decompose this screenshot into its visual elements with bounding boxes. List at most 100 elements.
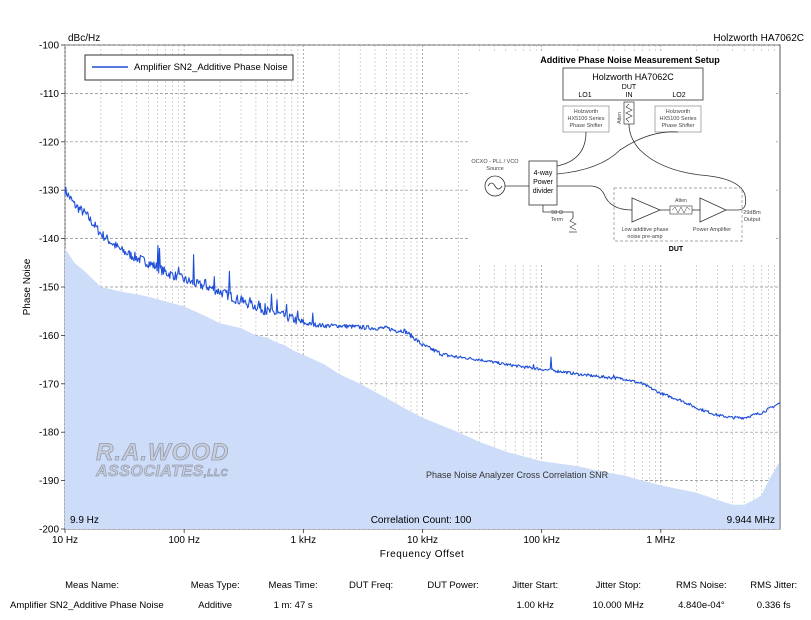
x-tick-label: 1 kHz <box>291 535 317 546</box>
phase-noise-line <box>64 186 781 420</box>
cell-jitter-stop: 10.000 MHz <box>592 599 644 611</box>
dut-port-label: DUT <box>622 84 637 91</box>
phase-noise-trace <box>64 186 781 420</box>
y-tick-label: -180 <box>39 428 59 439</box>
correlation-count: Correlation Count: 100 <box>371 515 472 526</box>
table-header-row: Meas Name: Meas Type: Meas Time: DUT Fre… <box>10 575 805 595</box>
cell-rms-jitter: 0.336 fs <box>756 599 791 611</box>
setup-title: Additive Phase Noise Measurement Setup <box>540 55 720 65</box>
snr-floor-fill <box>65 248 780 530</box>
term-resistor <box>569 217 577 231</box>
setup-diagram: Additive Phase Noise Measurement Setup H… <box>471 55 761 253</box>
dut-atten-label: Atten <box>675 198 687 204</box>
watermark-suffix: ,LLC <box>203 468 228 479</box>
header-meas-type: Meas Type: <box>190 579 240 591</box>
term-label-1: 50 Ω <box>551 210 563 216</box>
phase-shifter-1 <box>562 105 610 133</box>
shifter2-line2: HX5100 Series <box>660 116 697 122</box>
power-amp-label: Power Amplifier <box>693 227 731 233</box>
source-wave-icon <box>487 182 503 190</box>
y-tick-label: -190 <box>39 476 59 487</box>
preamp-triangle <box>631 197 662 223</box>
cell-meas-name: Amplifier SN2_Additive Phase Noise <box>10 599 164 611</box>
cell-meas-time: 1 m: 47 s <box>273 599 313 611</box>
x-tick-label: 1 MHz <box>646 535 675 546</box>
in-atten-label: Atten <box>617 112 623 124</box>
source-label-1: OCXO - PLL / VCO <box>471 159 519 165</box>
y-axis-label: Phase Noise <box>22 258 33 315</box>
lo1-label: LO1 <box>578 92 591 99</box>
legend: Amplifier SN2_Additive Phase Noise <box>84 54 294 81</box>
y-tick-label: -140 <box>39 234 59 245</box>
preamp-label-1: Low additive phase <box>621 227 668 233</box>
source-label-2: Source <box>486 166 503 172</box>
header-meas-time: Meas Time: <box>268 579 318 591</box>
header-rms-jitter: RMS Jitter: <box>750 579 798 591</box>
in-attenuator-symbol <box>625 103 633 123</box>
legend-entry: Amplifier SN2_Additive Phase Noise <box>134 62 288 73</box>
cell-meas-type: Additive <box>198 599 233 611</box>
header-rms-noise: RMS Noise: <box>676 579 727 591</box>
header-jitter-stop: Jitter Stop: <box>595 579 641 591</box>
preamp-label-2: noise pre-amp <box>627 234 662 240</box>
stop-freq-label: 9.944 MHz <box>727 515 775 526</box>
x-axis-label: Frequency Offset <box>380 549 465 560</box>
header-dut-freq: DUT Freq: <box>348 579 394 591</box>
header-dut-power: DUT Power: <box>427 579 479 591</box>
shifter2-line3: Phase Shifter <box>661 123 694 129</box>
dut-boundary <box>613 187 743 242</box>
power-divider <box>528 160 558 206</box>
power-amp-triangle <box>699 197 727 223</box>
watermark-logo: R.A.WOOD ASSOCIATES,LLC <box>95 439 229 481</box>
x-tick-label: 10 Hz <box>52 535 78 546</box>
y-axis-ticks: -100 -110 -120 -130 -140 -150 -160 -170 -180 -190… <box>39 41 65 536</box>
start-freq-label: 9.9 Hz <box>70 515 99 526</box>
y-tick-label: -200 <box>39 525 59 536</box>
dut-attenuator-symbol <box>671 206 691 214</box>
divider-line2: Power <box>533 179 554 186</box>
phase-shifter-2 <box>654 105 702 133</box>
y-tick-label: -130 <box>39 186 59 197</box>
table-row: Amplifier SN2_Additive Phase Noise Addit… <box>10 595 805 615</box>
shifter1-line1: Holzworth <box>574 109 598 115</box>
shifter1-line3: Phase Shifter <box>569 123 602 129</box>
snr-floor-area <box>65 248 780 530</box>
y-tick-label: -120 <box>39 137 59 148</box>
y-tick-label: -100 <box>39 41 59 52</box>
x-axis-ticks: 10 Hz 100 Hz 1 kHz 10 kHz 100 kHz 1 MHz <box>52 529 675 546</box>
output-label-2: Output <box>744 217 761 223</box>
watermark-word: ASSOCIATES <box>95 463 204 480</box>
analyzer-box <box>562 67 704 101</box>
watermark-line2: ASSOCIATES,LLC <box>95 463 228 480</box>
divider-line1: 4-way <box>534 170 553 177</box>
dut-label: DUT <box>669 246 684 253</box>
dut-attenuator <box>669 205 693 215</box>
cell-dut-power <box>412 595 494 615</box>
x-tick-label: 100 Hz <box>168 535 200 546</box>
instrument-title: Holzworth HA7062C <box>713 33 804 44</box>
x-tick-label: 100 kHz <box>523 535 560 546</box>
measurement-summary-table: Meas Name: Meas Type: Meas Time: DUT Fre… <box>10 575 805 615</box>
output-label-1: 29dBm <box>743 210 761 216</box>
divider-line3: divider <box>533 188 554 195</box>
watermark-line1: R.A.WOOD <box>96 439 229 466</box>
cell-dut-freq <box>330 595 412 615</box>
header-jitter-start: Jitter Start: <box>512 579 559 591</box>
y-tick-label: -150 <box>39 283 59 294</box>
analyzer-label: Holzworth HA7062C <box>592 72 674 82</box>
cell-rms-noise: 4.840e-04° <box>678 599 725 611</box>
header-meas-name: Meas Name: <box>65 579 119 591</box>
cell-jitter-start: 1.00 kHz <box>516 599 554 611</box>
term-label-2: Term <box>551 217 564 223</box>
shifter1-line2: HX5100 Series <box>568 116 605 122</box>
y-tick-label: -160 <box>39 331 59 342</box>
in-port-label: IN <box>626 92 633 99</box>
x-tick-label: 10 kHz <box>407 535 438 546</box>
lo2-label: LO2 <box>672 92 685 99</box>
y-unit-label: dBc/Hz <box>68 33 100 44</box>
shifter2-line1: Holzworth <box>666 109 690 115</box>
snr-label: Phase Noise Analyzer Cross Correlation S… <box>426 470 609 480</box>
setup-wires <box>505 123 747 218</box>
phase-noise-chart: dBc/Hz Holzworth HA7062C R.A.WOOD ASSOCI… <box>22 33 804 560</box>
